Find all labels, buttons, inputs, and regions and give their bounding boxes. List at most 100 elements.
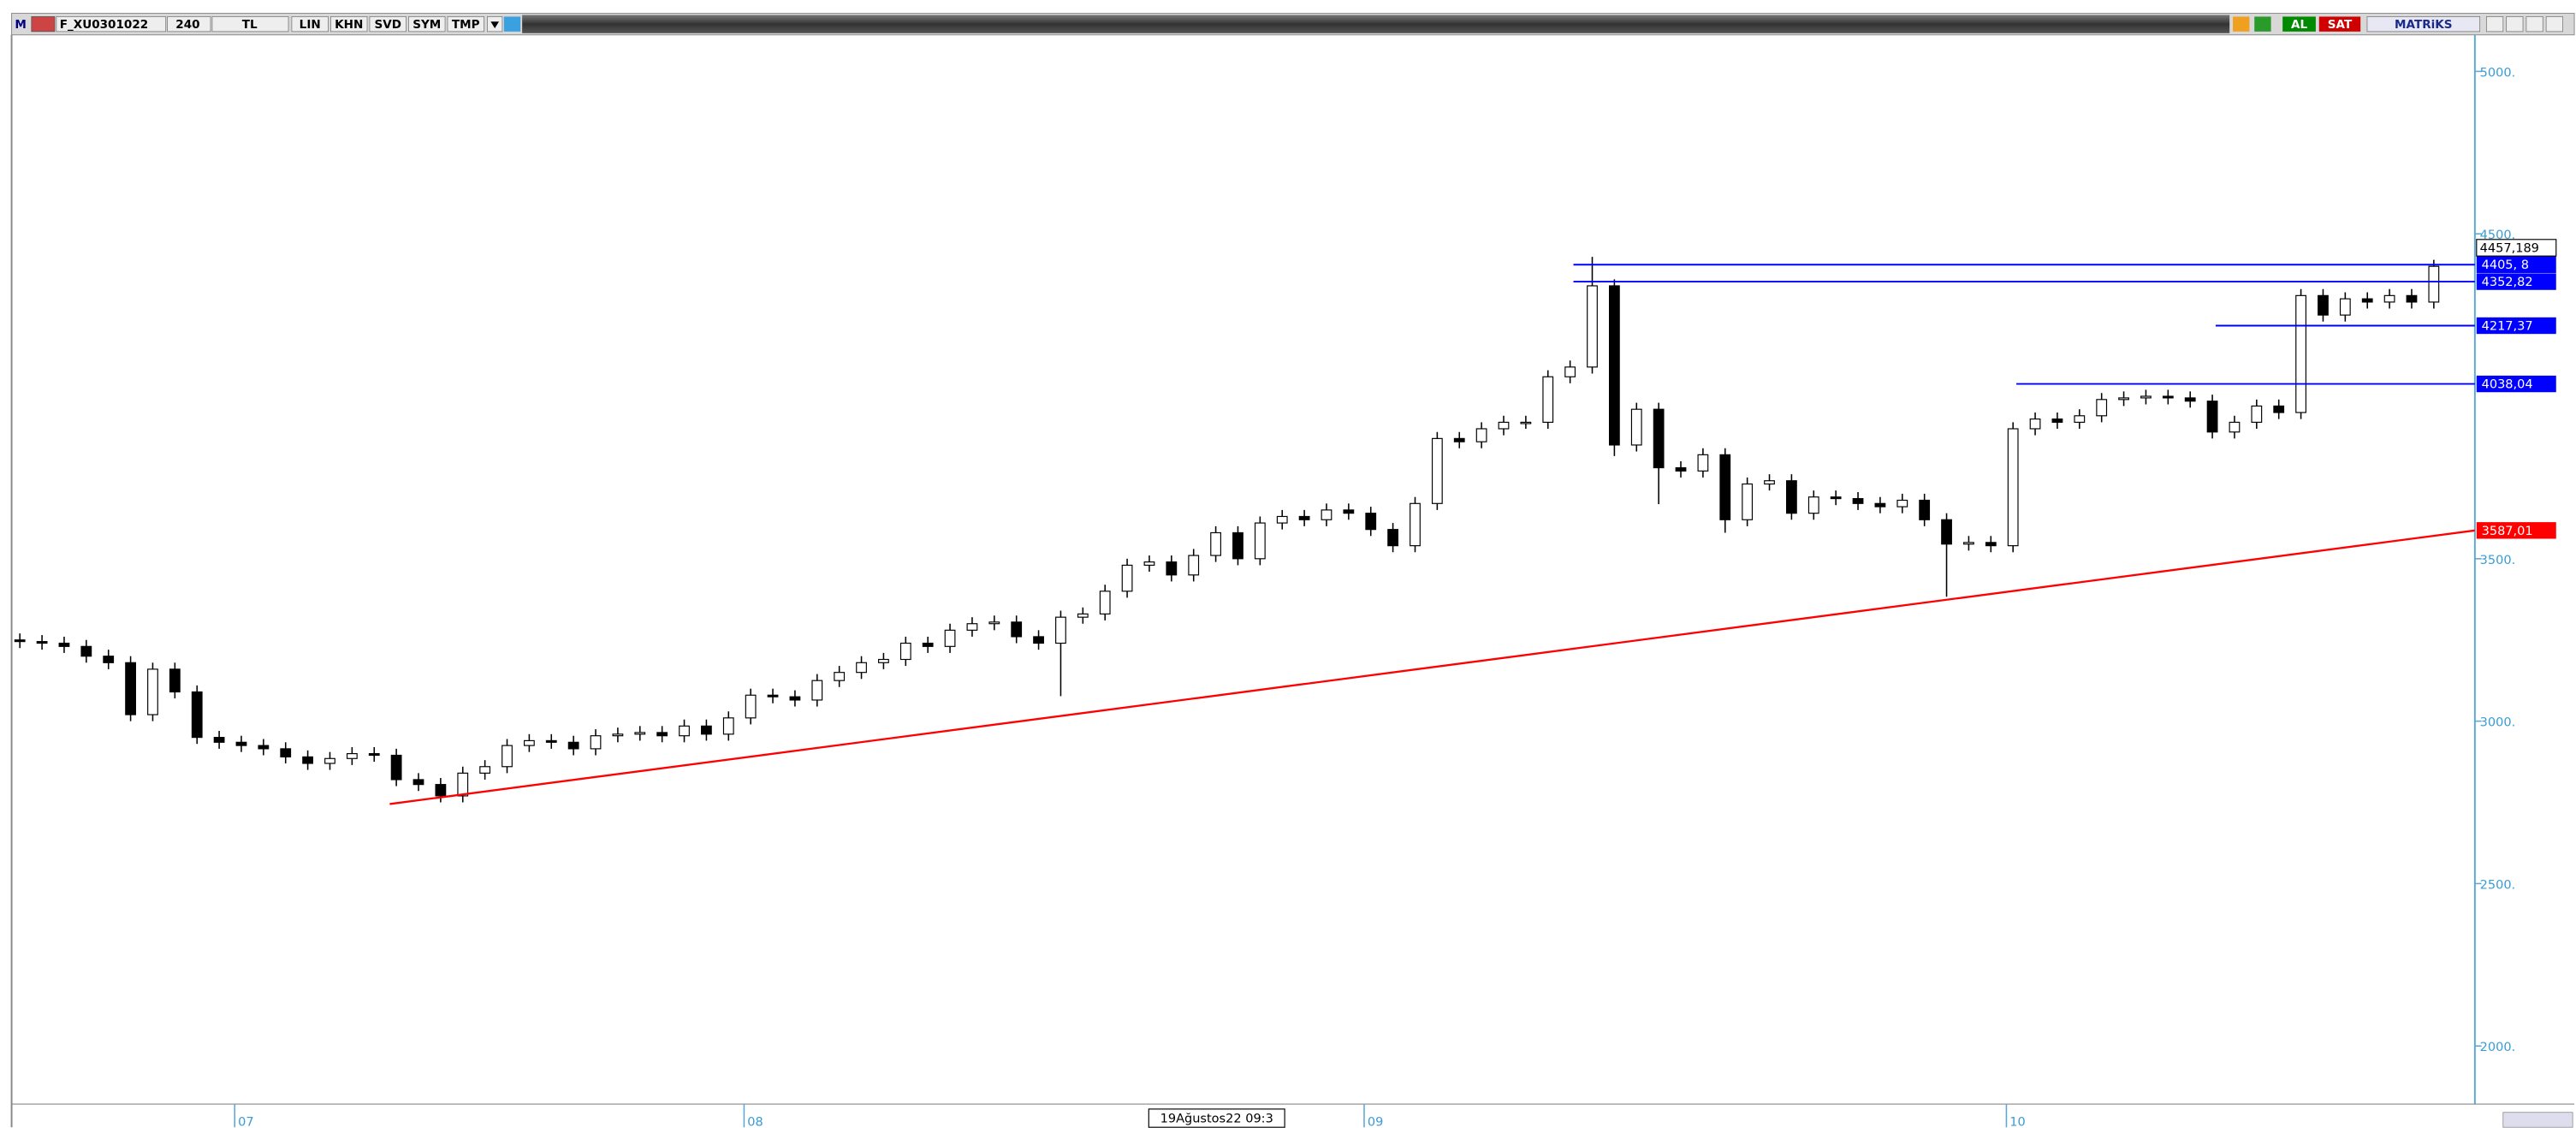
level-label: 4038,04: [2482, 378, 2533, 392]
candle-body: [2383, 294, 2395, 303]
toolbar-button[interactable]: [447, 16, 484, 33]
toolbar-button[interactable]: [330, 16, 368, 33]
candle-body: [811, 680, 823, 701]
toolbar-button[interactable]: [291, 16, 329, 33]
y-tick-label: 2500.: [2480, 878, 2516, 892]
candle-body: [1830, 496, 1842, 500]
candle-body: [302, 756, 314, 764]
candle-body: [1210, 531, 1221, 556]
candle-body: [346, 753, 358, 759]
candle-body: [1742, 483, 1754, 520]
candle-body: [523, 739, 535, 746]
twitter-icon[interactable]: [503, 16, 521, 32]
candle-body: [213, 737, 225, 743]
candle-body: [2295, 294, 2306, 413]
candle-body: [191, 691, 203, 739]
candle-body: [1276, 515, 1288, 524]
trendline-label: 3587,01: [2482, 525, 2533, 538]
candle-body: [479, 766, 491, 774]
cursor-time-label: 19Ağustos22 09:3: [1160, 1112, 1273, 1125]
candle-body: [590, 735, 602, 750]
dropdown-arrow: [490, 21, 500, 28]
candle-body: [2029, 419, 2041, 430]
candle-body: [502, 745, 513, 768]
period[interactable]: 240: [175, 18, 199, 32]
candle-body: [1011, 621, 1023, 638]
refresh-icon[interactable]: [2254, 16, 2271, 32]
candle-body: [789, 696, 801, 701]
candle-body: [1431, 437, 1443, 504]
currency-box[interactable]: [211, 16, 289, 33]
toolbar-button-label[interactable]: SVD: [374, 18, 401, 32]
candle-body: [125, 662, 136, 715]
candle-body: [2318, 294, 2329, 316]
candle-body: [1321, 509, 1333, 520]
candle-body: [58, 642, 70, 647]
window-button[interactable]: [2545, 16, 2563, 33]
window-button[interactable]: [2526, 16, 2543, 33]
candle-body: [258, 745, 270, 750]
menu-button[interactable]: M: [15, 18, 26, 32]
candle-body: [701, 725, 712, 735]
toolbar-button-label[interactable]: LIN: [300, 18, 321, 32]
x-tick-label: 07: [238, 1115, 253, 1128]
candle-body: [1343, 509, 1355, 514]
candle-body: [1697, 454, 1709, 472]
toolbar-button[interactable]: [408, 16, 446, 33]
brand: MATRiKS: [2395, 18, 2452, 32]
candle-body: [1166, 561, 1178, 576]
candle-body: [878, 658, 889, 663]
window-button[interactable]: [2486, 16, 2504, 33]
candle-body: [280, 748, 292, 757]
toolbar-button-label[interactable]: TMP: [452, 18, 480, 32]
candle-body: [1608, 285, 1620, 446]
candle-body: [1453, 437, 1465, 442]
toolbar-button-label[interactable]: KHN: [335, 18, 363, 32]
candle-body: [2051, 419, 2063, 423]
candle-body: [169, 668, 181, 693]
candle-body: [2206, 401, 2218, 433]
symbol[interactable]: F_XU0301022: [60, 18, 148, 32]
candle-body: [1254, 522, 1266, 560]
candle-body: [2140, 395, 2152, 399]
candle-body: [1143, 561, 1155, 566]
toolbar-button-label[interactable]: SYM: [413, 18, 441, 32]
candle-body: [656, 732, 668, 737]
nav-buttons[interactable]: [2502, 1112, 2573, 1128]
candle-body: [2229, 421, 2241, 433]
toolbar-button[interactable]: [369, 16, 407, 33]
candle-body: [1874, 502, 1886, 508]
symbol-icon[interactable]: [31, 16, 56, 33]
candle-body: [899, 642, 911, 661]
buy-button[interactable]: [2282, 16, 2316, 32]
candle-body: [1896, 499, 1908, 508]
buy-label[interactable]: AL: [2291, 18, 2307, 32]
sell-button[interactable]: [2318, 16, 2361, 32]
candle-body: [2118, 397, 2129, 401]
y-tick-label: 4500.: [2480, 229, 2516, 242]
candle-body: [1475, 428, 1487, 442]
candle-body: [2007, 428, 2019, 547]
candle-body: [2273, 405, 2285, 413]
candle-body: [235, 741, 247, 746]
flash-icon[interactable]: [2233, 16, 2250, 32]
candle-body: [1387, 529, 1398, 547]
candle-body: [413, 779, 424, 786]
currency[interactable]: TL: [242, 18, 258, 32]
candle-body: [103, 656, 115, 663]
candle-body: [324, 757, 335, 764]
candle-body: [390, 754, 402, 781]
period-box[interactable]: [167, 16, 211, 33]
symbol-box[interactable]: [56, 16, 167, 33]
level-label: 4217,37: [2482, 319, 2533, 333]
window-button[interactable]: [2506, 16, 2524, 33]
candle-body: [1298, 515, 1310, 520]
cursor-price-label: 4457,189: [2480, 241, 2539, 255]
candle-body: [2184, 397, 2196, 402]
candle-body: [966, 623, 978, 631]
sell-label[interactable]: SAT: [2328, 18, 2353, 32]
candle-body: [1498, 421, 1510, 430]
candle-body: [2406, 294, 2418, 303]
candle-body: [1719, 454, 1731, 520]
